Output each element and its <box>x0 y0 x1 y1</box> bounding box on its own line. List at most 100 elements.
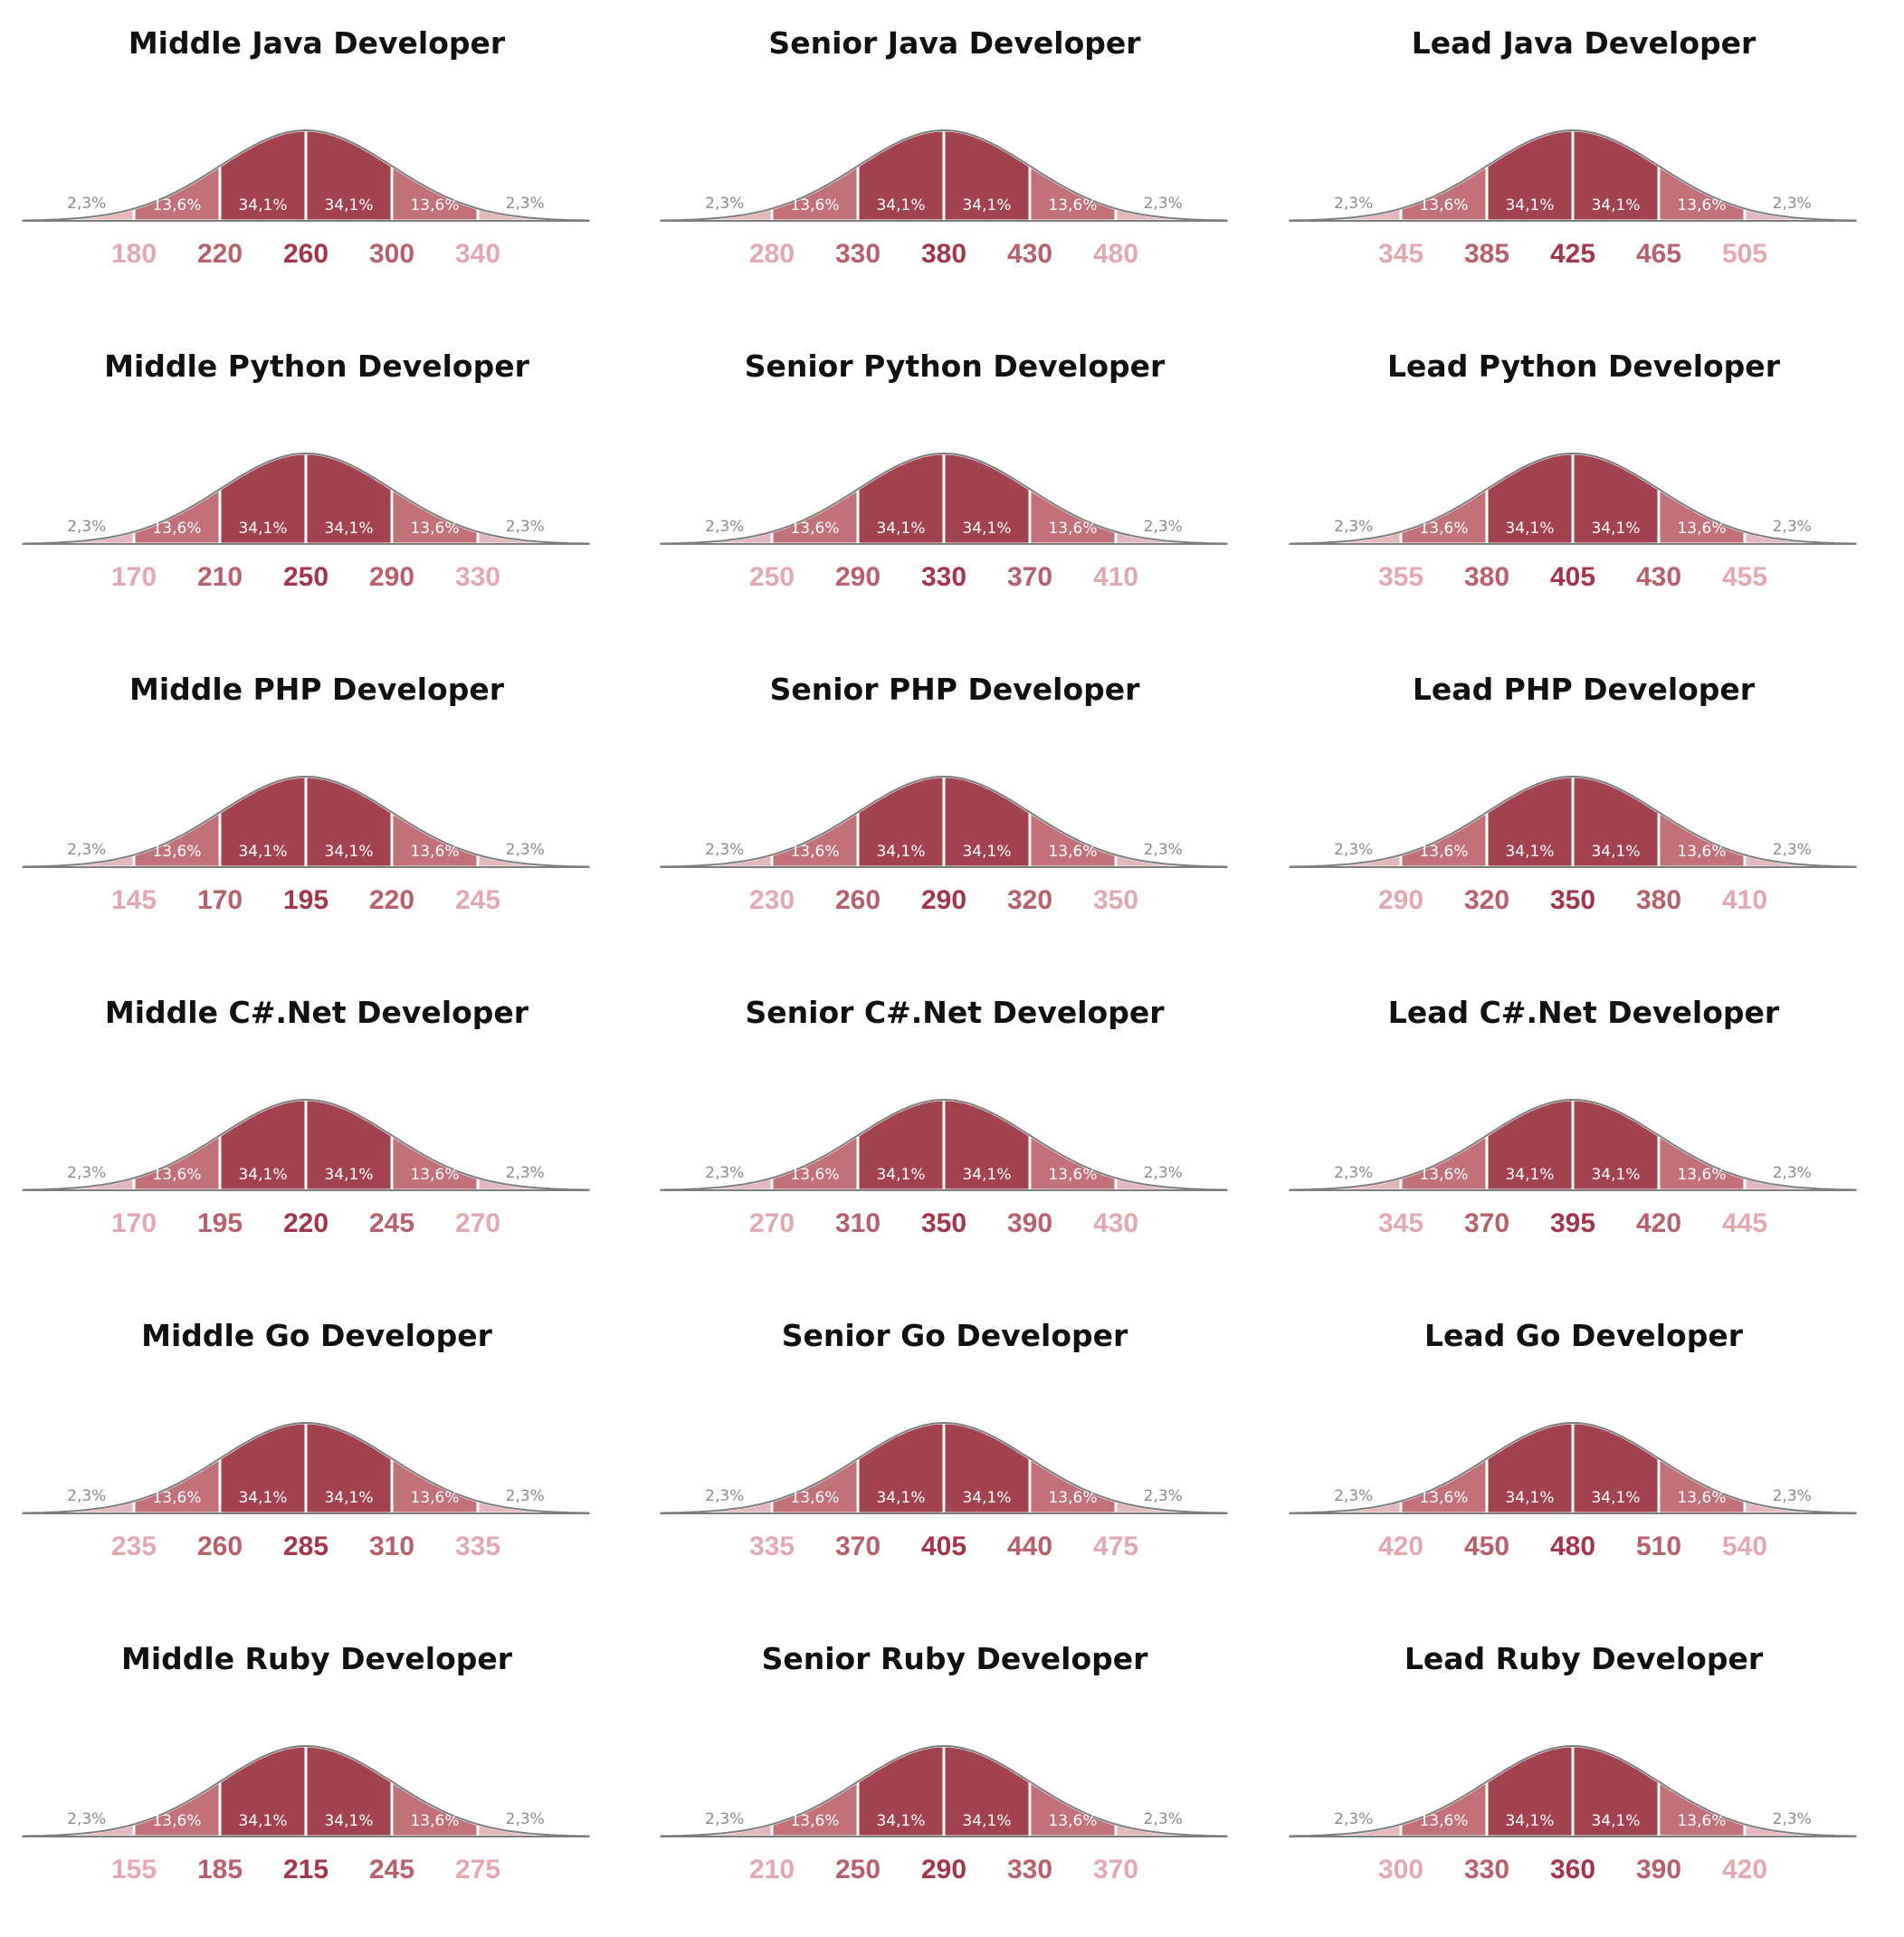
band-label: 2,3% <box>1144 841 1183 859</box>
band-label: 13,6% <box>1677 196 1726 215</box>
band-label: 2,3% <box>1144 1810 1183 1828</box>
curve-outline <box>22 1421 590 1514</box>
bell-curve: 2,3% 13,6% 34,1% 34,1% 13,6% 2,3% 270 310 350 390… <box>660 1098 1228 1238</box>
chart-title: Senior Ruby Developer <box>761 1641 1148 1676</box>
chart-title: Middle Ruby Developer <box>120 1641 513 1676</box>
curve-outline <box>660 1744 1228 1837</box>
band-label: 13,6% <box>1677 843 1726 861</box>
tick-label: 170 <box>111 1208 157 1238</box>
tick-label: 370 <box>1007 562 1052 592</box>
bell-curve: 2,3% 13,6% 34,1% 34,1% 13,6% 2,3% 230 260 290 320… <box>660 775 1228 915</box>
band-label: 13,6% <box>1419 1489 1468 1507</box>
tick-label: 420 <box>1378 1531 1423 1561</box>
tick-label: 320 <box>1464 885 1509 915</box>
tick-label: 410 <box>1093 562 1138 592</box>
tick-label: 480 <box>1093 239 1138 269</box>
distribution-chart: Senior Go Developer 2,3% 13,6% 34,1% 34,1% 13… <box>638 1293 1271 1614</box>
chart-title: Middle PHP Developer <box>129 672 504 707</box>
distribution-chart: Middle C#.Net Developer 2,3% 13,6% 34,1% 34,… <box>0 969 633 1291</box>
band-label: 34,1% <box>238 1812 287 1830</box>
curve-outline <box>660 129 1228 222</box>
chart-title: Lead PHP Developer <box>1412 672 1756 707</box>
band-label: 34,1% <box>238 196 287 215</box>
tick-label: 260 <box>835 885 881 915</box>
bell-curve: 2,3% 13,6% 34,1% 34,1% 13,6% 2,3% 155 185 215 245… <box>22 1744 590 1885</box>
tick-label: 220 <box>283 1208 328 1238</box>
band-label: 2,3% <box>1773 195 1812 213</box>
distribution-chart: Senior Ruby Developer 2,3% 13,6% 34,1% 34,1%… <box>638 1616 1271 1937</box>
tick-label: 350 <box>1093 885 1138 915</box>
tick-label: 230 <box>749 885 795 915</box>
band-label: 13,6% <box>410 843 459 861</box>
tick-label: 220 <box>369 885 414 915</box>
band-label: 2,3% <box>1144 1164 1183 1182</box>
distribution-chart: Lead Python Developer 2,3% 13,6% 34,1% 34,1%… <box>1267 323 1900 644</box>
band-label: 2,3% <box>1334 1164 1373 1182</box>
band-label: 13,6% <box>410 1812 459 1830</box>
tick-label: 410 <box>1722 885 1767 915</box>
band-label: 13,6% <box>1048 196 1097 215</box>
tick-label: 330 <box>455 562 500 592</box>
bell-curve: 2,3% 13,6% 34,1% 34,1% 13,6% 2,3% 170 210 250 290… <box>22 452 590 592</box>
band-label: 34,1% <box>876 1812 925 1830</box>
bell-curve: 2,3% 13,6% 34,1% 34,1% 13,6% 2,3% 145 170 195 220… <box>22 775 590 915</box>
tick-label: 335 <box>455 1531 500 1561</box>
chart-title: Senior C#.Net Developer <box>745 995 1165 1030</box>
tick-label: 340 <box>455 239 500 269</box>
band-label: 2,3% <box>705 518 744 536</box>
band-label: 13,6% <box>1419 843 1468 861</box>
tick-label: 250 <box>283 562 328 592</box>
tick-label: 370 <box>1093 1855 1138 1885</box>
tick-label: 250 <box>749 562 795 592</box>
tick-label: 310 <box>369 1531 414 1561</box>
band-label: 13,6% <box>1048 1812 1097 1830</box>
distribution-chart: Middle Java Developer 2,3% 13,6% 34,1% 34,1%… <box>0 0 633 321</box>
distribution-chart: Middle PHP Developer 2,3% 13,6% 34,1% 34,1% 1… <box>0 646 633 968</box>
distribution-chart: Middle Go Developer 2,3% 13,6% 34,1% 34,1% 13… <box>0 1293 633 1614</box>
tick-label: 220 <box>197 239 243 269</box>
band-label: 34,1% <box>962 1166 1011 1184</box>
band-label: 34,1% <box>1505 1812 1554 1830</box>
band-label: 13,6% <box>790 1166 839 1184</box>
band-label: 13,6% <box>790 1489 839 1507</box>
band-label: 2,3% <box>1144 1487 1183 1505</box>
curve-outline <box>22 452 590 545</box>
band-label: 2,3% <box>1334 1810 1373 1828</box>
band-label: 34,1% <box>962 196 1011 215</box>
tick-label: 250 <box>835 1855 881 1885</box>
band-label: 13,6% <box>410 1489 459 1507</box>
band-label: 13,6% <box>790 520 839 538</box>
curve-outline <box>660 1098 1228 1191</box>
band-label: 2,3% <box>506 518 545 536</box>
tick-label: 355 <box>1378 562 1423 592</box>
tick-label: 405 <box>921 1531 966 1561</box>
tick-label: 430 <box>1007 239 1052 269</box>
band-label: 34,1% <box>324 1166 373 1184</box>
curve-outline <box>22 1744 590 1837</box>
band-label: 13,6% <box>410 1166 459 1184</box>
tick-label: 170 <box>197 885 243 915</box>
distribution-chart: Lead Java Developer 2,3% 13,6% 34,1% 34,1% 13… <box>1267 0 1900 321</box>
tick-label: 540 <box>1722 1531 1767 1561</box>
chart-title: Middle Java Developer <box>128 25 506 61</box>
band-label: 13,6% <box>410 196 459 215</box>
tick-label: 180 <box>111 239 157 269</box>
bell-curve: 2,3% 13,6% 34,1% 34,1% 13,6% 2,3% 250 290 330 370… <box>660 452 1228 592</box>
tick-label: 185 <box>197 1855 243 1885</box>
tick-label: 380 <box>1636 885 1681 915</box>
bell-curve: 2,3% 13,6% 34,1% 34,1% 13,6% 2,3% 345 370 395 420… <box>1289 1098 1857 1238</box>
tick-label: 330 <box>1007 1855 1052 1885</box>
tick-label: 245 <box>369 1208 414 1238</box>
tick-label: 330 <box>1464 1855 1509 1885</box>
tick-label: 290 <box>835 562 881 592</box>
tick-label: 285 <box>283 1531 328 1561</box>
band-label: 34,1% <box>1591 520 1640 538</box>
tick-label: 300 <box>369 239 414 269</box>
tick-label: 390 <box>1007 1208 1052 1238</box>
band-label: 2,3% <box>1144 518 1183 536</box>
tick-label: 425 <box>1550 239 1595 269</box>
band-label: 2,3% <box>506 1810 545 1828</box>
band-label: 34,1% <box>1591 1812 1640 1830</box>
chart-title: Middle Go Developer <box>141 1318 492 1353</box>
chart-title: Lead Ruby Developer <box>1404 1641 1764 1676</box>
